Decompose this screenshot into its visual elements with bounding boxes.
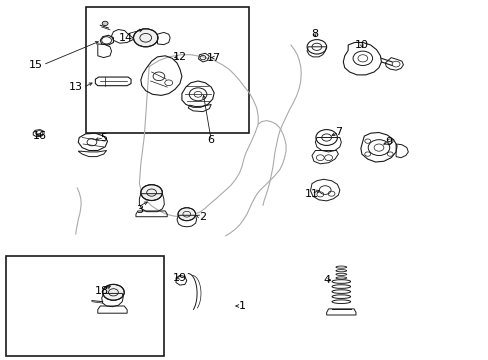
Text: 9: 9 xyxy=(385,137,391,147)
Circle shape xyxy=(141,185,162,201)
Circle shape xyxy=(178,208,195,221)
Text: 14: 14 xyxy=(119,33,133,43)
Text: 1: 1 xyxy=(238,301,245,311)
Bar xyxy=(85,7,249,133)
Text: 2: 2 xyxy=(199,212,206,222)
Text: 10: 10 xyxy=(354,40,368,50)
Text: 6: 6 xyxy=(207,135,214,145)
Text: 16: 16 xyxy=(33,131,47,141)
Text: 15: 15 xyxy=(29,60,42,70)
Text: 3: 3 xyxy=(136,204,142,215)
Circle shape xyxy=(102,21,108,26)
Text: 7: 7 xyxy=(335,127,342,138)
Text: 19: 19 xyxy=(172,273,186,283)
Text: 4: 4 xyxy=(323,275,329,285)
Circle shape xyxy=(133,29,158,47)
Text: 17: 17 xyxy=(206,53,220,63)
Text: 5: 5 xyxy=(101,133,107,143)
Circle shape xyxy=(102,284,124,300)
Text: 13: 13 xyxy=(69,82,82,93)
Text: 12: 12 xyxy=(173,51,186,62)
Text: 11: 11 xyxy=(304,189,318,199)
Bar xyxy=(6,256,163,356)
Text: 8: 8 xyxy=(311,29,318,39)
Text: 18: 18 xyxy=(95,286,109,296)
